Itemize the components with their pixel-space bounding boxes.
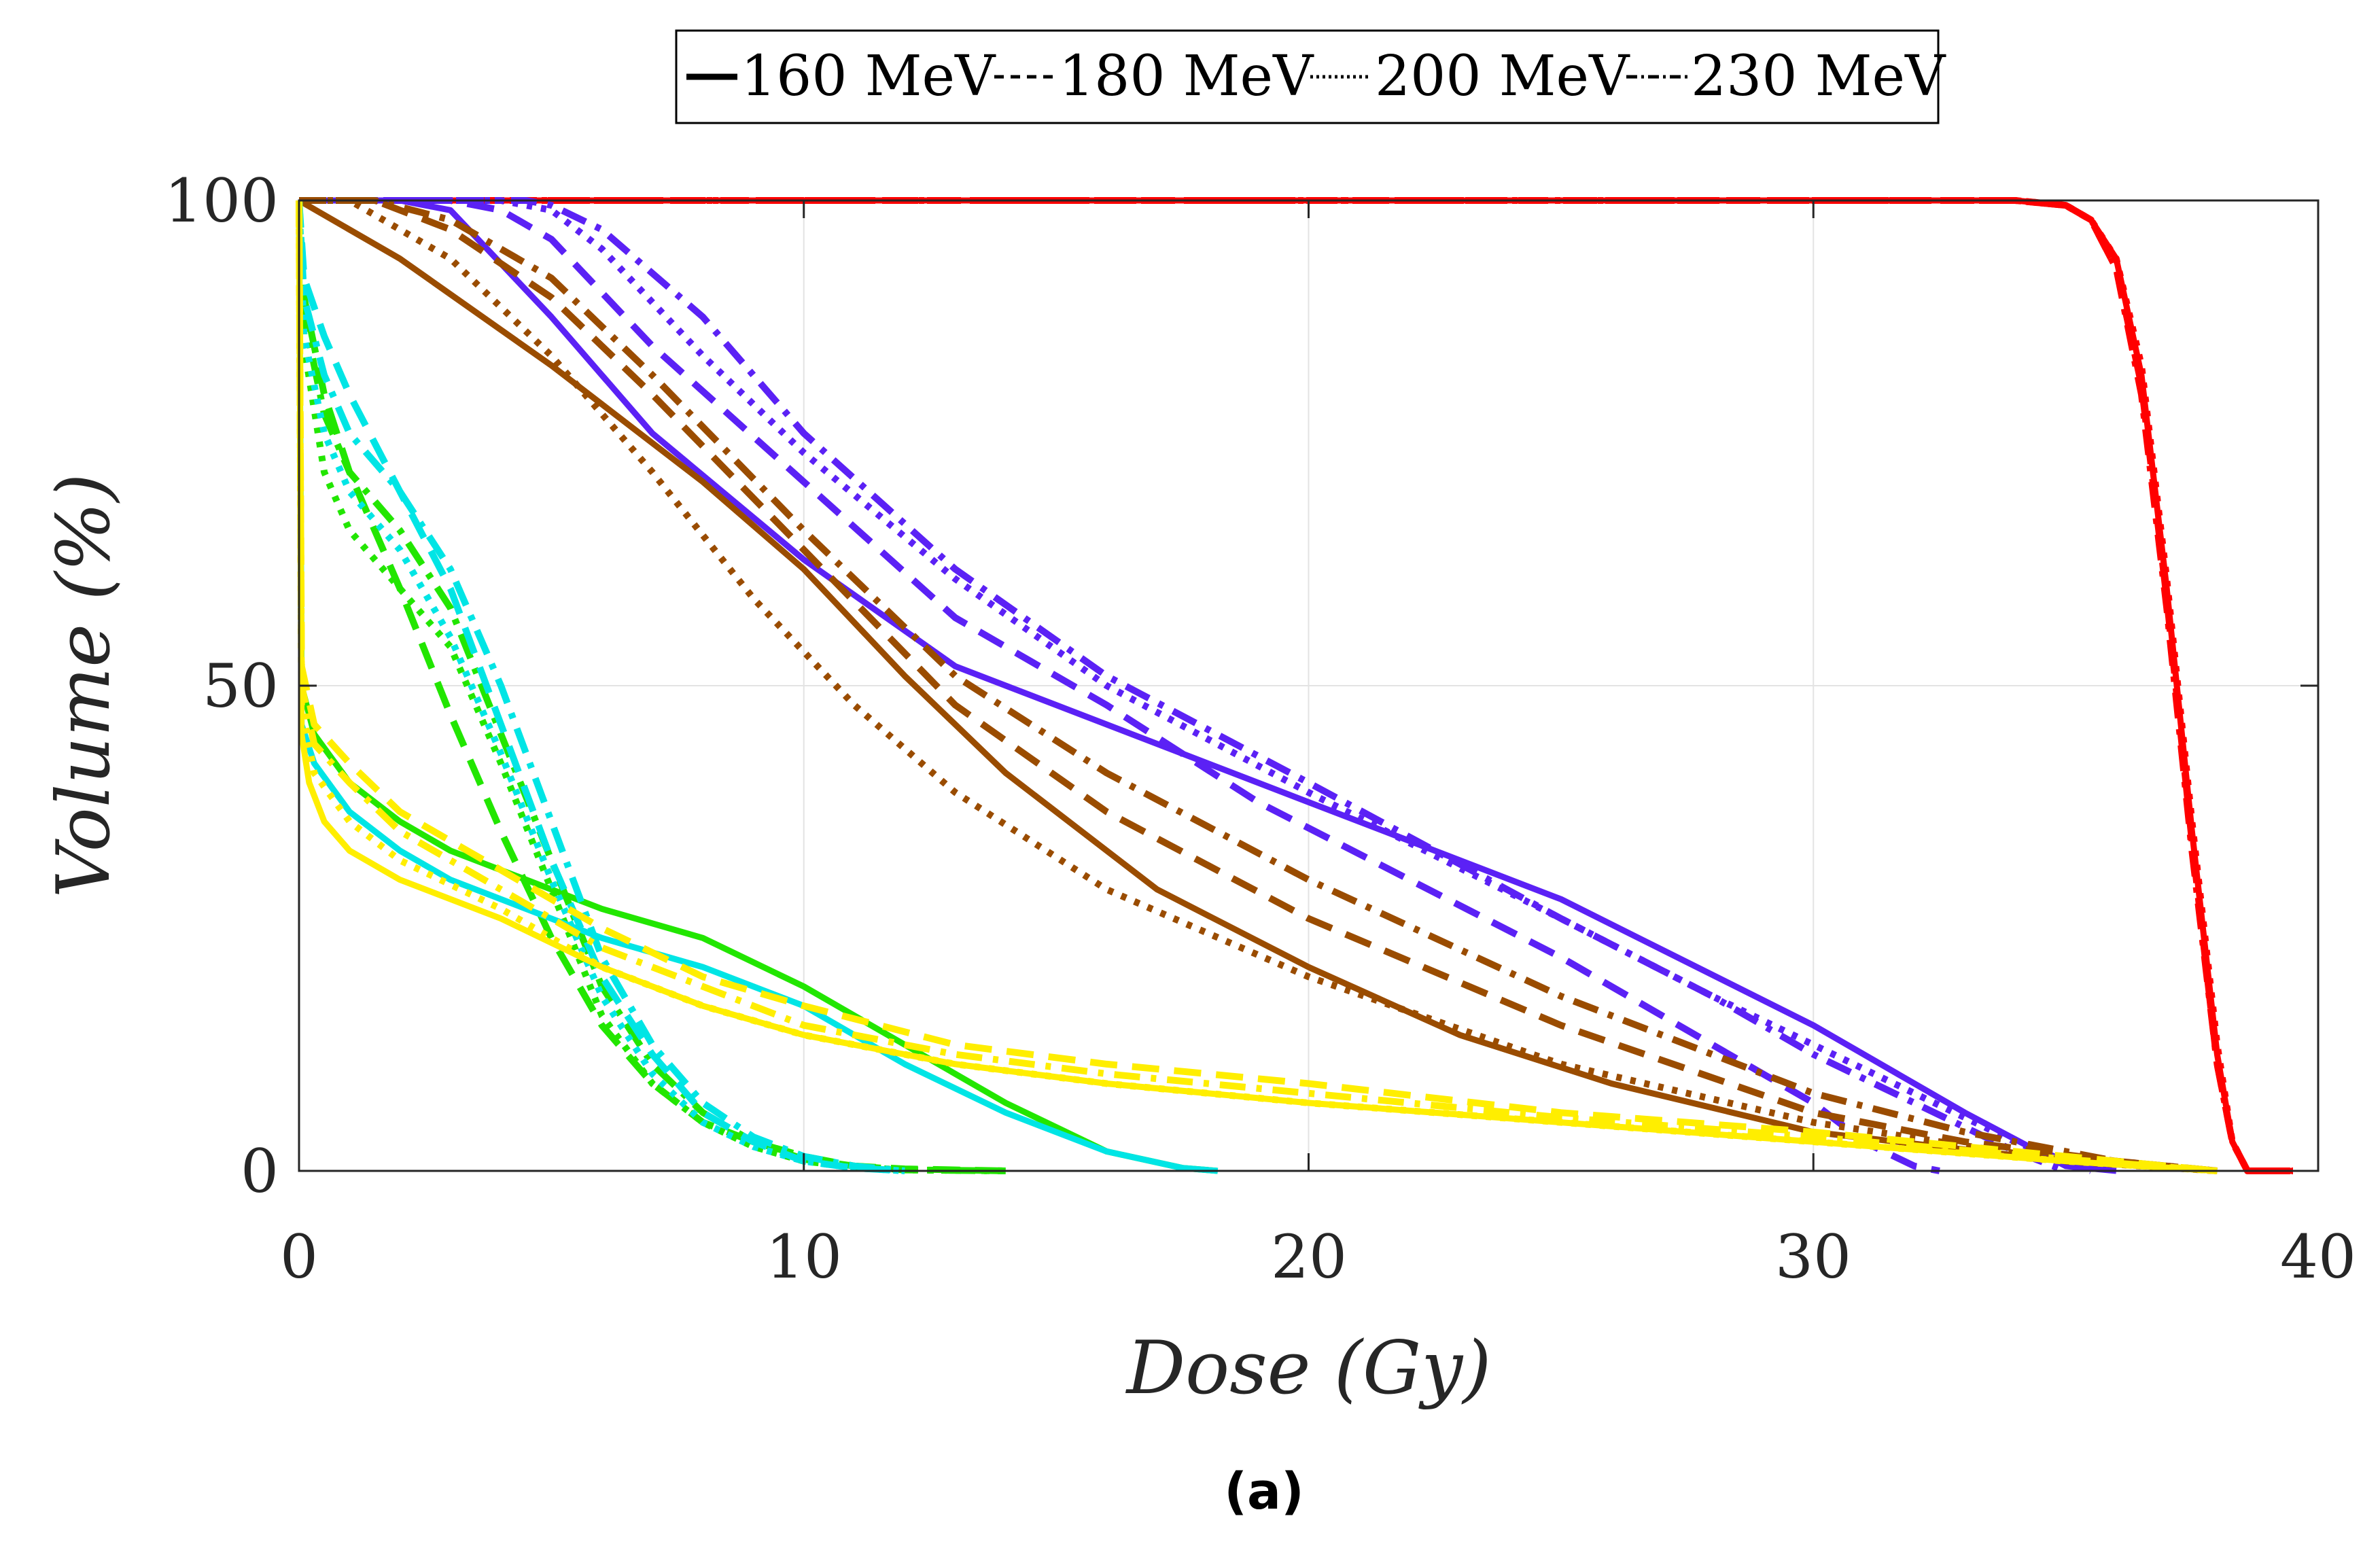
series-line-cyan-230 <box>296 200 905 1174</box>
series-line-brown-200 <box>299 197 2218 1174</box>
series-line-red-230 <box>299 197 2293 1174</box>
figure-caption: (a) <box>1224 1462 1304 1521</box>
legend: 160 MeV 180 MeV 200 MeV 230 MeV <box>675 29 1946 124</box>
y-axis-label: Volume (%) <box>41 474 126 898</box>
series-line-violet-230 <box>299 197 2067 1174</box>
series-line-violet-180 <box>299 197 1940 1174</box>
plot-area <box>296 197 2320 1174</box>
y-tick-label-0: 0 <box>241 1136 279 1206</box>
series-line-yellow-200 <box>296 200 2218 1174</box>
series-line-brown-230 <box>299 197 2218 1174</box>
x-tick-label-10: 10 <box>766 1222 842 1292</box>
series-line-cyan-180 <box>296 200 905 1174</box>
legend-label-180: 180 MeV <box>1059 44 1314 109</box>
x-axis-label: Dose (Gy) <box>1125 1326 1492 1411</box>
y-tick-label-50: 50 <box>203 651 279 721</box>
series-layer <box>296 197 2293 1174</box>
y-tick-labels: 0 50 100 <box>164 166 279 1206</box>
series-line-cyan-160 <box>296 200 1219 1174</box>
series-line-yellow-230 <box>296 200 2218 1174</box>
x-tick-label-40: 40 <box>2280 1222 2356 1292</box>
y-tick-label-100: 100 <box>164 166 279 236</box>
series-line-yellow-180 <box>296 200 2218 1174</box>
x-tick-label-20: 20 <box>1271 1222 1347 1292</box>
x-tick-labels: 0 10 20 30 40 <box>280 1222 2356 1292</box>
series-line-violet-200 <box>299 197 2093 1174</box>
x-tick-label-0: 0 <box>280 1222 318 1292</box>
legend-label-160: 160 MeV <box>741 44 996 109</box>
tick-marks <box>298 199 2320 1172</box>
x-tick-label-30: 30 <box>1775 1222 1851 1292</box>
legend-box <box>675 29 1940 124</box>
legend-label-200: 200 MeV <box>1375 44 1630 109</box>
series-line-brown-180 <box>299 197 2218 1174</box>
legend-label-230: 230 MeV <box>1691 44 1946 109</box>
